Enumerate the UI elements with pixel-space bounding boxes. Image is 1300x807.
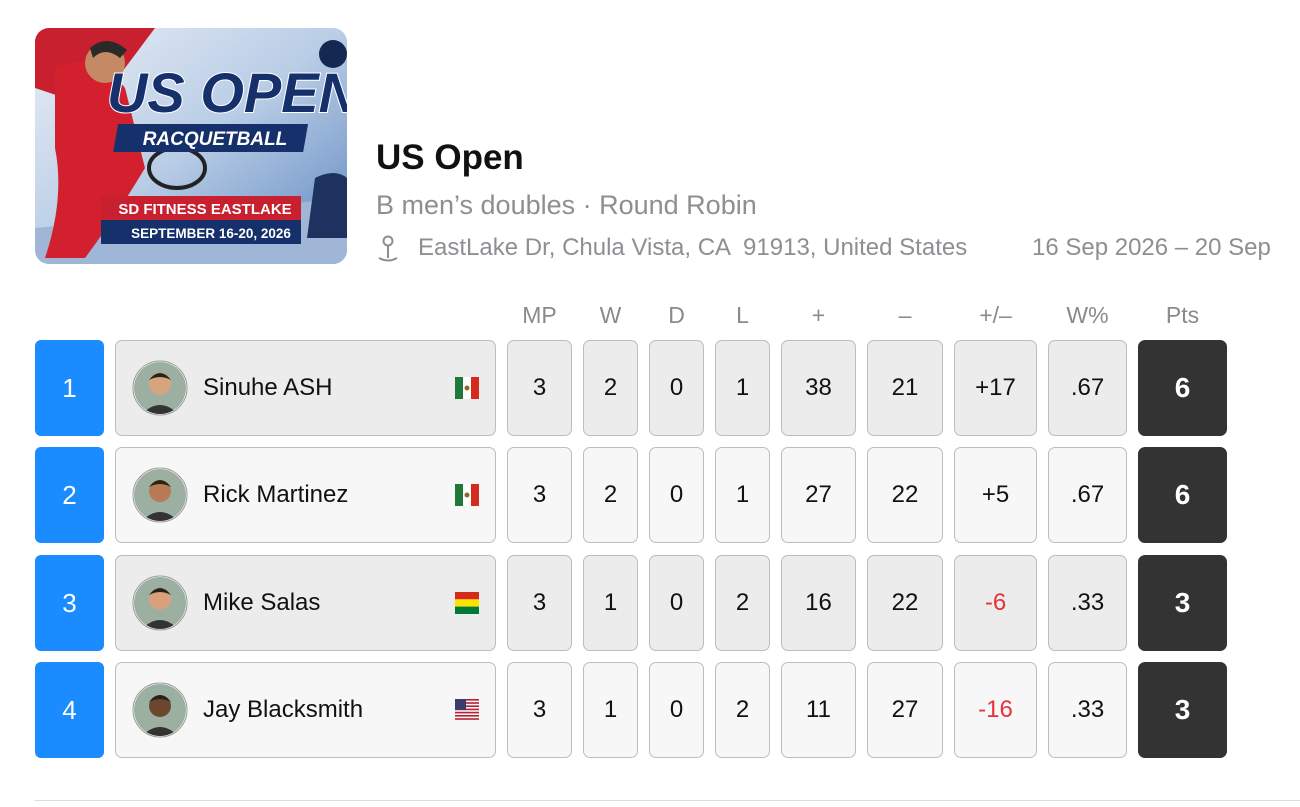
divider (35, 800, 1300, 801)
stat: 2 (583, 340, 638, 436)
stat: 2 (583, 447, 638, 543)
avatar (132, 682, 188, 738)
stat: 3 (507, 340, 572, 436)
stat: 16 (781, 555, 856, 651)
points: 3 (1138, 662, 1227, 758)
stat: 1 (715, 447, 770, 543)
points: 6 (1138, 340, 1227, 436)
column-header: – (898, 302, 912, 328)
column-header: L (736, 302, 749, 328)
logo-venue: SD FITNESS EASTLAKE (118, 201, 291, 218)
player-cell: Sinuhe ASH (115, 340, 496, 436)
rank: 3 (35, 555, 104, 651)
stat: +5 (954, 447, 1037, 543)
stat: 2 (715, 662, 770, 758)
stat: 27 (781, 447, 856, 543)
stat: .67 (1048, 447, 1127, 543)
logo: US OPEN RACQUETBALL SD FITNESS EASTLAKE … (35, 28, 347, 264)
points: 3 (1138, 555, 1227, 651)
rank: 4 (35, 662, 104, 758)
rank: 1 (35, 340, 104, 436)
stat: 3 (507, 447, 572, 543)
stat: .33 (1048, 662, 1127, 758)
stat: 22 (867, 555, 943, 651)
stat: 38 (781, 340, 856, 436)
stat: 0 (649, 662, 704, 758)
logo-dates: SEPTEMBER 16-20, 2026 (131, 226, 291, 241)
player-cell: Mike Salas (115, 555, 496, 651)
stat: 3 (507, 555, 572, 651)
column-header: + (811, 302, 826, 328)
player-cell: Jay Blacksmith (115, 662, 496, 758)
player-name: Sinuhe ASH (203, 374, 333, 401)
stat: -6 (954, 555, 1037, 651)
flag (455, 377, 479, 399)
stat: 0 (649, 447, 704, 543)
player-name: Rick Martinez (203, 481, 349, 508)
flag (455, 484, 479, 506)
stat: 2 (715, 555, 770, 651)
column-header: MP (522, 302, 557, 328)
stat: 27 (867, 662, 943, 758)
stat: 0 (649, 340, 704, 436)
player-name: Jay Blacksmith (203, 696, 364, 723)
column-header: W (599, 302, 622, 328)
stat: +17 (954, 340, 1037, 436)
flag (455, 699, 479, 720)
logo-title: US OPEN (107, 61, 347, 124)
location-icon (378, 235, 398, 262)
location: EastLake Dr, Chula Vista, CA 91913, Unit… (418, 234, 968, 261)
stat: 0 (649, 555, 704, 651)
column-header: +/– (979, 302, 1012, 328)
stat: 1 (583, 555, 638, 651)
flag (455, 592, 479, 614)
avatar (132, 467, 188, 523)
logo-subtitle: RACQUETBALL (143, 129, 288, 150)
rank: 2 (35, 447, 104, 543)
column-header: W% (1066, 302, 1109, 328)
avatar (132, 360, 188, 416)
stat: 1 (583, 662, 638, 758)
stat: 11 (781, 662, 856, 758)
column-header: Pts (1165, 302, 1200, 328)
avatar (132, 575, 188, 631)
stat: 22 (867, 447, 943, 543)
player-cell: Rick Martinez (115, 447, 496, 543)
column-header: D (668, 302, 685, 328)
stat: 21 (867, 340, 943, 436)
stat: 3 (507, 662, 572, 758)
stat: .33 (1048, 555, 1127, 651)
stat: -16 (954, 662, 1037, 758)
stat: 1 (715, 340, 770, 436)
subtitle: B men’s doubles · Round Robin (376, 190, 757, 220)
stat: .67 (1048, 340, 1127, 436)
title: US Open (376, 138, 524, 177)
player-name: Mike Salas (203, 589, 321, 616)
points: 6 (1138, 447, 1227, 543)
dates: 16 Sep 2026 – 20 Sep (1032, 234, 1271, 261)
